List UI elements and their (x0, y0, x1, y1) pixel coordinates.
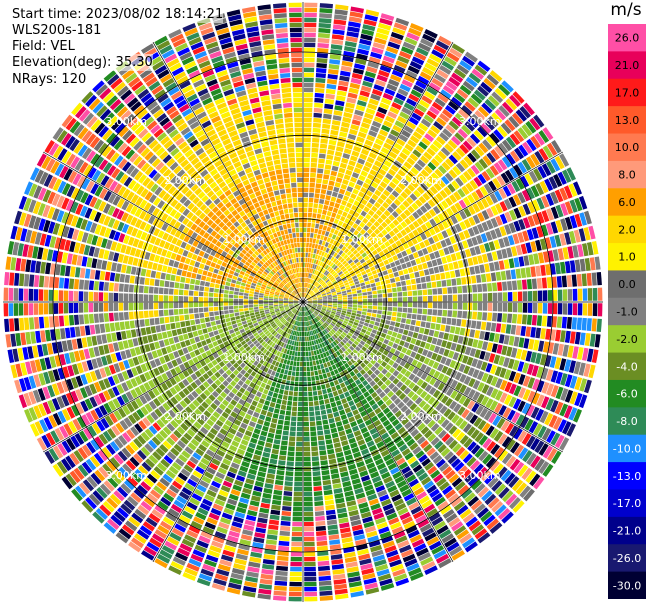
colorbar-tick-label: -4.0 (616, 360, 637, 373)
colorbar-tick-label: -8.0 (616, 415, 637, 428)
colorbar-tick-label: 10.0 (615, 141, 640, 154)
colorbar-tick-label: -1.0 (616, 306, 637, 319)
azimuth-spoke (43, 151, 563, 453)
ring-label: 1.00km (223, 233, 265, 246)
colorbar-swatch (608, 78, 646, 107)
ring-label: 3.00km (105, 469, 147, 482)
ring-label: 3.00km (459, 115, 501, 128)
colorbar-swatch (608, 434, 646, 463)
colorbar-swatch (608, 516, 646, 545)
colorbar-tick-label: 17.0 (615, 86, 640, 99)
colorbar-tick-label: 1.0 (618, 251, 636, 264)
ring-label: 1.00km (223, 351, 265, 364)
colorbar-tick-label: -26.0 (613, 552, 641, 565)
elevation-label: Elevation(deg): 35.30 (12, 54, 153, 71)
ring-label: 2.00km (164, 174, 206, 187)
colorbar-swatch (608, 352, 646, 381)
colorbar-tick-label: 6.0 (618, 196, 636, 209)
colorbar-tick-label: 0.0 (618, 278, 636, 291)
colorbar: 26.0 21.0 17.0 13.0 10.0 8.0 6.0 2.0 1.0 0.0 -1.0 -… (608, 24, 646, 599)
colorbar-swatch (608, 106, 646, 135)
colorbar-tick-label: -6.0 (616, 388, 637, 401)
colorbar-tick-label: 26.0 (615, 32, 640, 45)
colorbar-tick-label: -17.0 (613, 497, 641, 510)
range-rings (3, 2, 603, 602)
start-time-label: Start time: 2023/08/02 18:14:21 (12, 6, 224, 23)
colorbar-swatch (608, 379, 646, 408)
colorbar-tick-label: 21.0 (615, 59, 640, 72)
colorbar-swatch (608, 325, 646, 354)
colorbar-swatch (608, 544, 646, 573)
ring-label: 3.00km (105, 115, 147, 128)
colorbar-tick-label: 8.0 (618, 169, 636, 182)
colorbar-tick-label: -10.0 (613, 442, 641, 455)
colorbar-swatch (608, 160, 646, 189)
colorbar-swatch (608, 188, 646, 217)
ppi-plot: 1.00km 1.00km 1.00km 1.00km 2.00km 2.00km 2.00… (3, 2, 603, 602)
colorbar-title: m/s (610, 0, 642, 20)
ring-label: 2.00km (400, 174, 442, 187)
colorbar-swatch (608, 243, 646, 271)
colorbar-swatch (608, 571, 646, 599)
ring-label: 1.00km (341, 351, 383, 364)
colorbar-swatch (608, 489, 646, 518)
ring-label: 2.00km (400, 410, 442, 423)
colorbar-swatch (608, 133, 646, 162)
colorbar-swatch (608, 407, 646, 436)
ring-label: 1.00km (341, 233, 383, 246)
colorbar-swatch (608, 215, 646, 244)
device-label: WLS200s-181 (12, 22, 102, 39)
field-label: Field: VEL (12, 38, 75, 55)
colorbar-tick-label: 13.0 (615, 114, 640, 127)
colorbar-tick-label: -30.0 (613, 579, 641, 592)
nrays-label: NRays: 120 (12, 71, 87, 88)
colorbar-tick-label: -13.0 (613, 470, 641, 483)
colorbar-swatch (608, 24, 646, 52)
ring-label: 3.00km (459, 469, 501, 482)
colorbar-tick-label: 2.0 (618, 223, 636, 236)
ring-label: 2.00km (164, 410, 206, 423)
colorbar-swatch (608, 51, 646, 80)
ring-labels: 1.00km 1.00km 1.00km 1.00km 2.00km 2.00km 2.00… (105, 115, 500, 482)
colorbar-tick-label: -21.0 (613, 525, 641, 538)
colorbar-swatch (608, 297, 646, 326)
colorbar-swatch (608, 462, 646, 490)
colorbar-swatch (608, 270, 646, 299)
colorbar-tick-label: -2.0 (616, 333, 637, 346)
velocity-gates (3, 2, 603, 602)
